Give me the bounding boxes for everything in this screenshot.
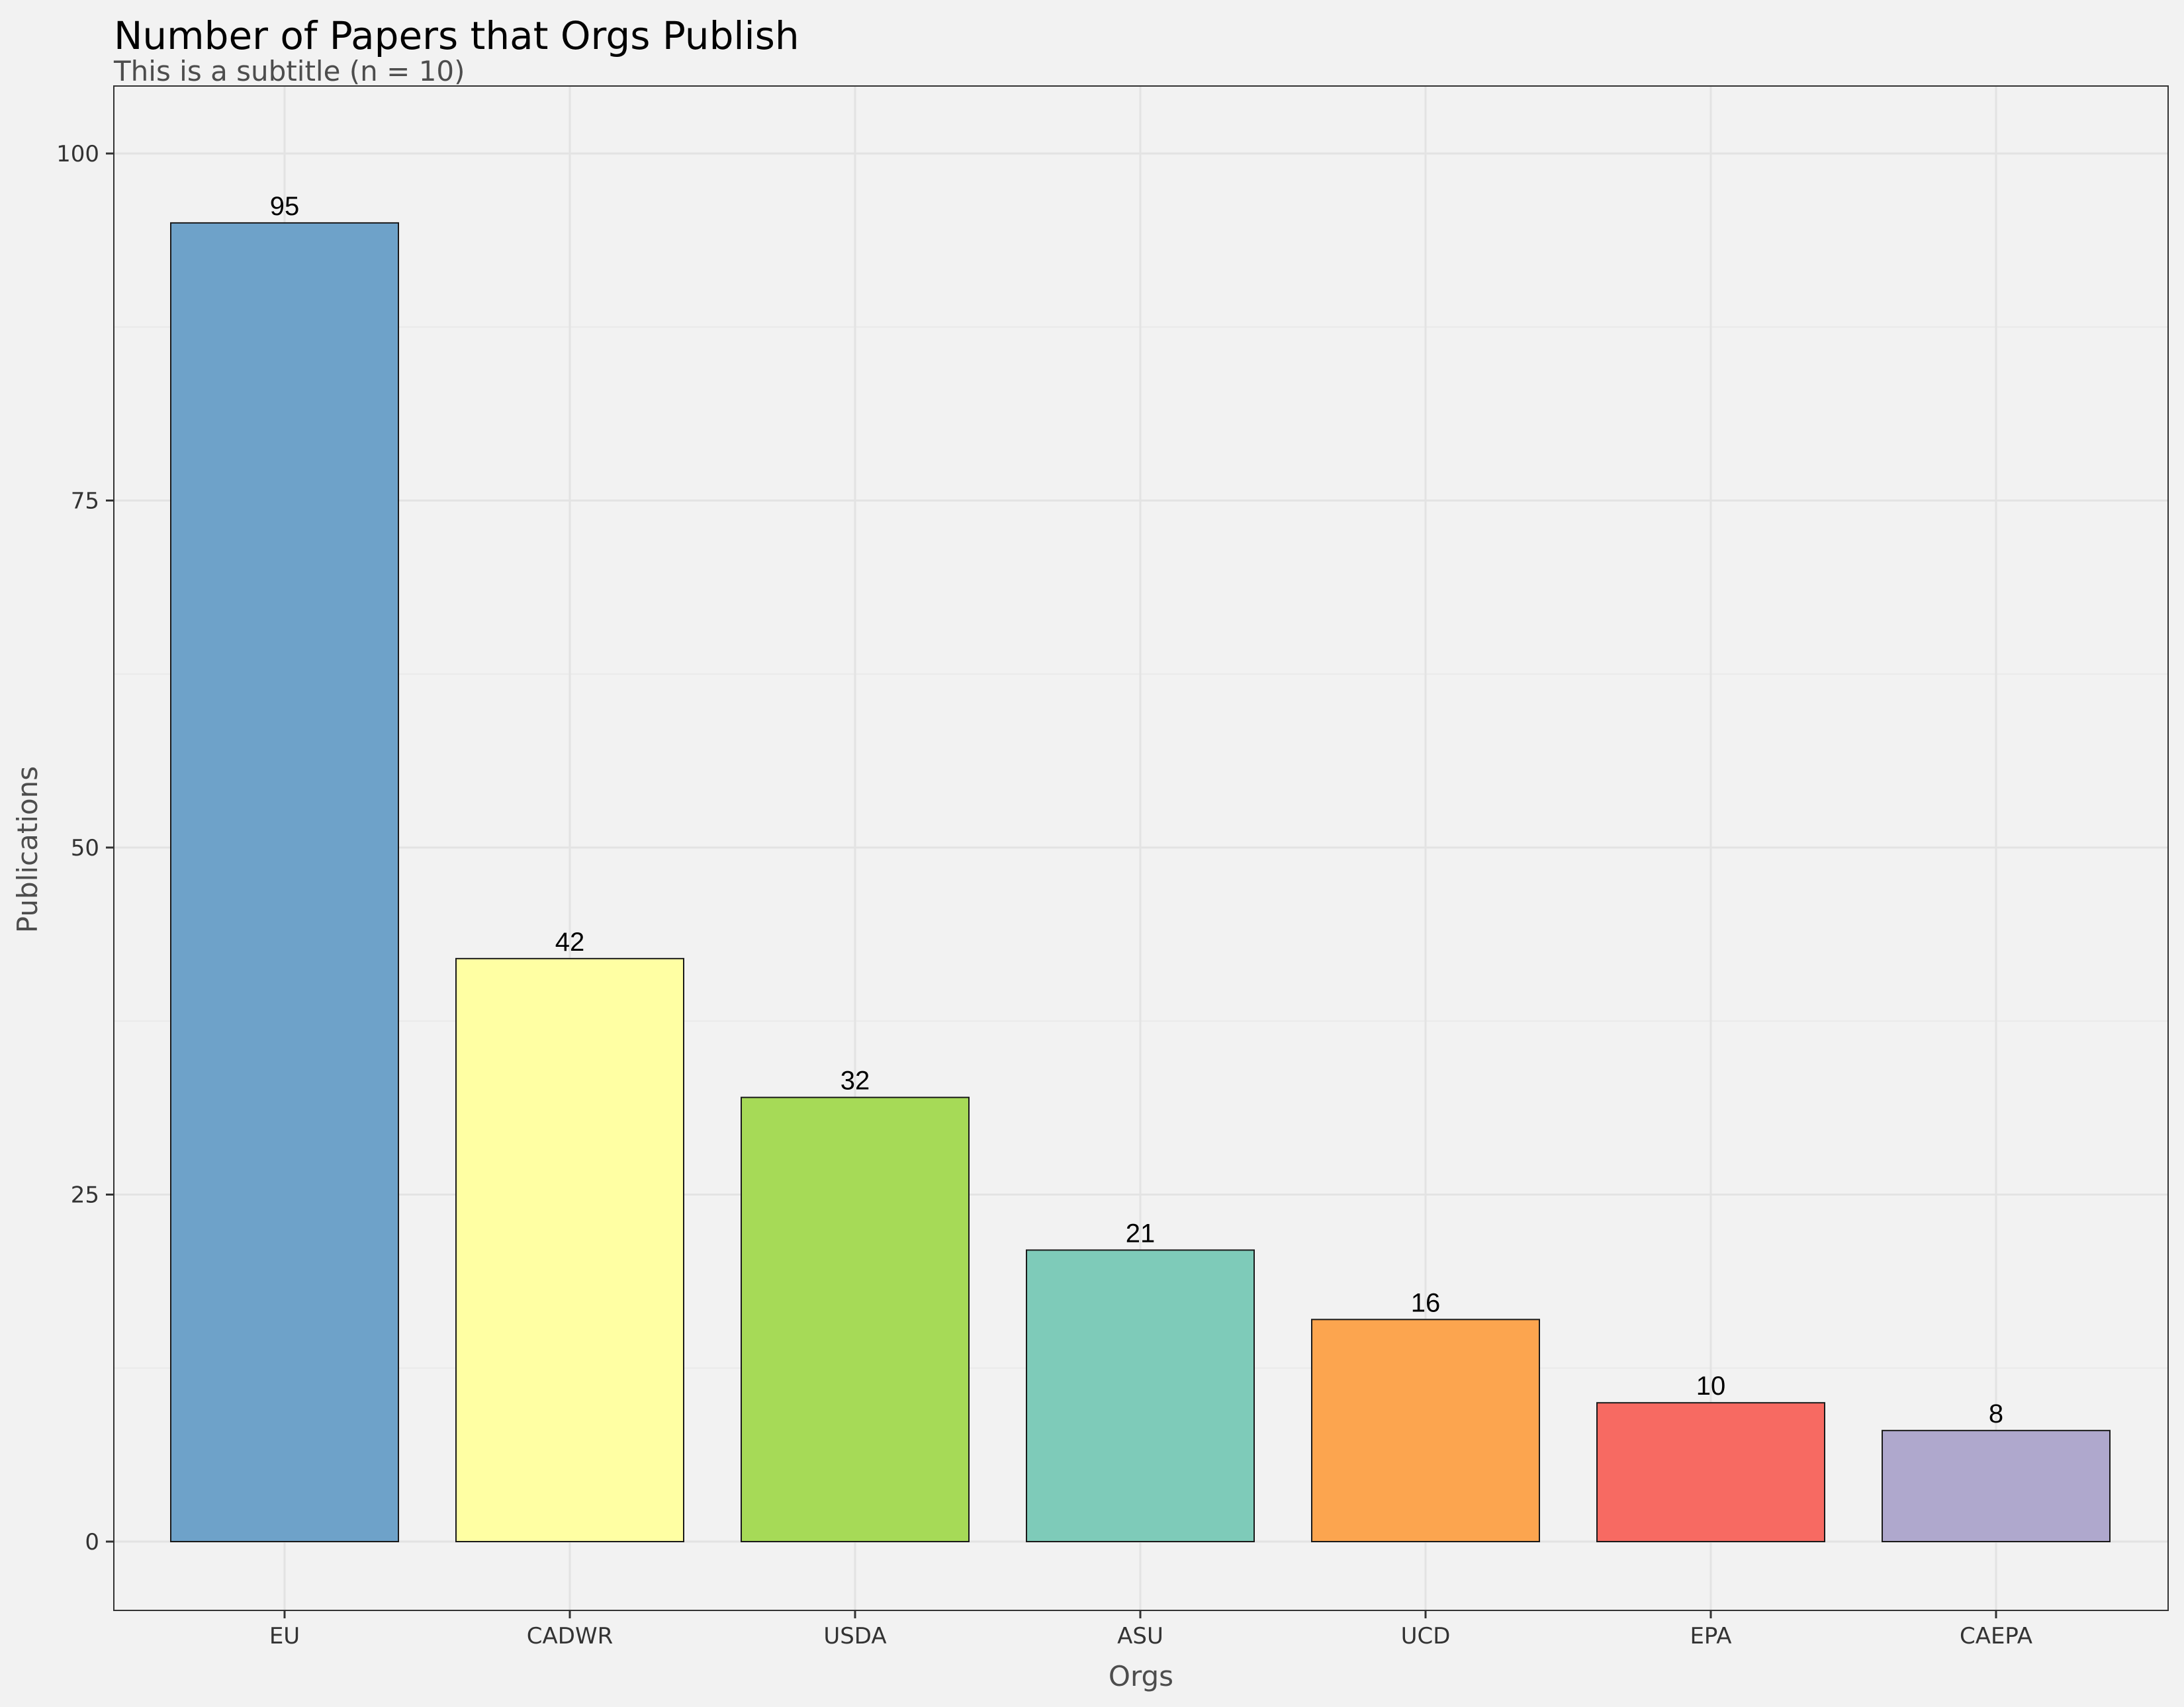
y-tick-label: 75: [71, 488, 99, 515]
data-label-asu: 21: [1126, 1219, 1156, 1248]
x-tick-label: EPA: [1690, 1623, 1731, 1649]
bar-caepa: [1882, 1430, 2111, 1542]
x-tick-label: UCD: [1401, 1623, 1451, 1649]
y-tick-label: 0: [85, 1529, 99, 1555]
bar-eu: [170, 222, 399, 1542]
data-label-caepa: 8: [1989, 1399, 2003, 1428]
data-labels: 95 42 32 21 16 10 8: [270, 192, 2003, 1428]
bar-cadwr: [455, 957, 684, 1542]
y-tick-label: 25: [71, 1182, 99, 1209]
bar-ucd: [1311, 1319, 1540, 1542]
y-axis-title: Publications: [11, 766, 44, 933]
chart-subtitle: This is a subtitle (n = 10): [113, 55, 465, 87]
chart-title: Number of Papers that Orgs Publish: [114, 13, 799, 58]
bar-asu: [1026, 1249, 1255, 1543]
bar-usda: [741, 1096, 970, 1542]
x-tick-label: CADWR: [527, 1623, 613, 1649]
data-label-epa: 10: [1696, 1372, 1726, 1401]
y-tick-label: 50: [71, 835, 99, 861]
x-axis-title: Orgs: [1109, 1660, 1173, 1692]
data-label-ucd: 16: [1411, 1288, 1441, 1317]
x-tick-label: CAEPA: [1960, 1623, 2032, 1649]
x-tick-label: USDA: [823, 1623, 886, 1649]
x-tick-label: ASU: [1117, 1623, 1163, 1649]
data-label-usda: 32: [841, 1067, 870, 1096]
data-label-cadwr: 42: [555, 928, 585, 957]
x-tick-label: EU: [269, 1623, 300, 1649]
axes: 0 25 50 75 100 EU CADWR USDA ASU UCD EPA CAEPA: [56, 141, 2032, 1649]
data-label-eu: 95: [270, 192, 300, 221]
bar-epa: [1596, 1402, 1825, 1542]
bars: [170, 222, 2111, 1543]
y-tick-label: 100: [56, 141, 99, 167]
